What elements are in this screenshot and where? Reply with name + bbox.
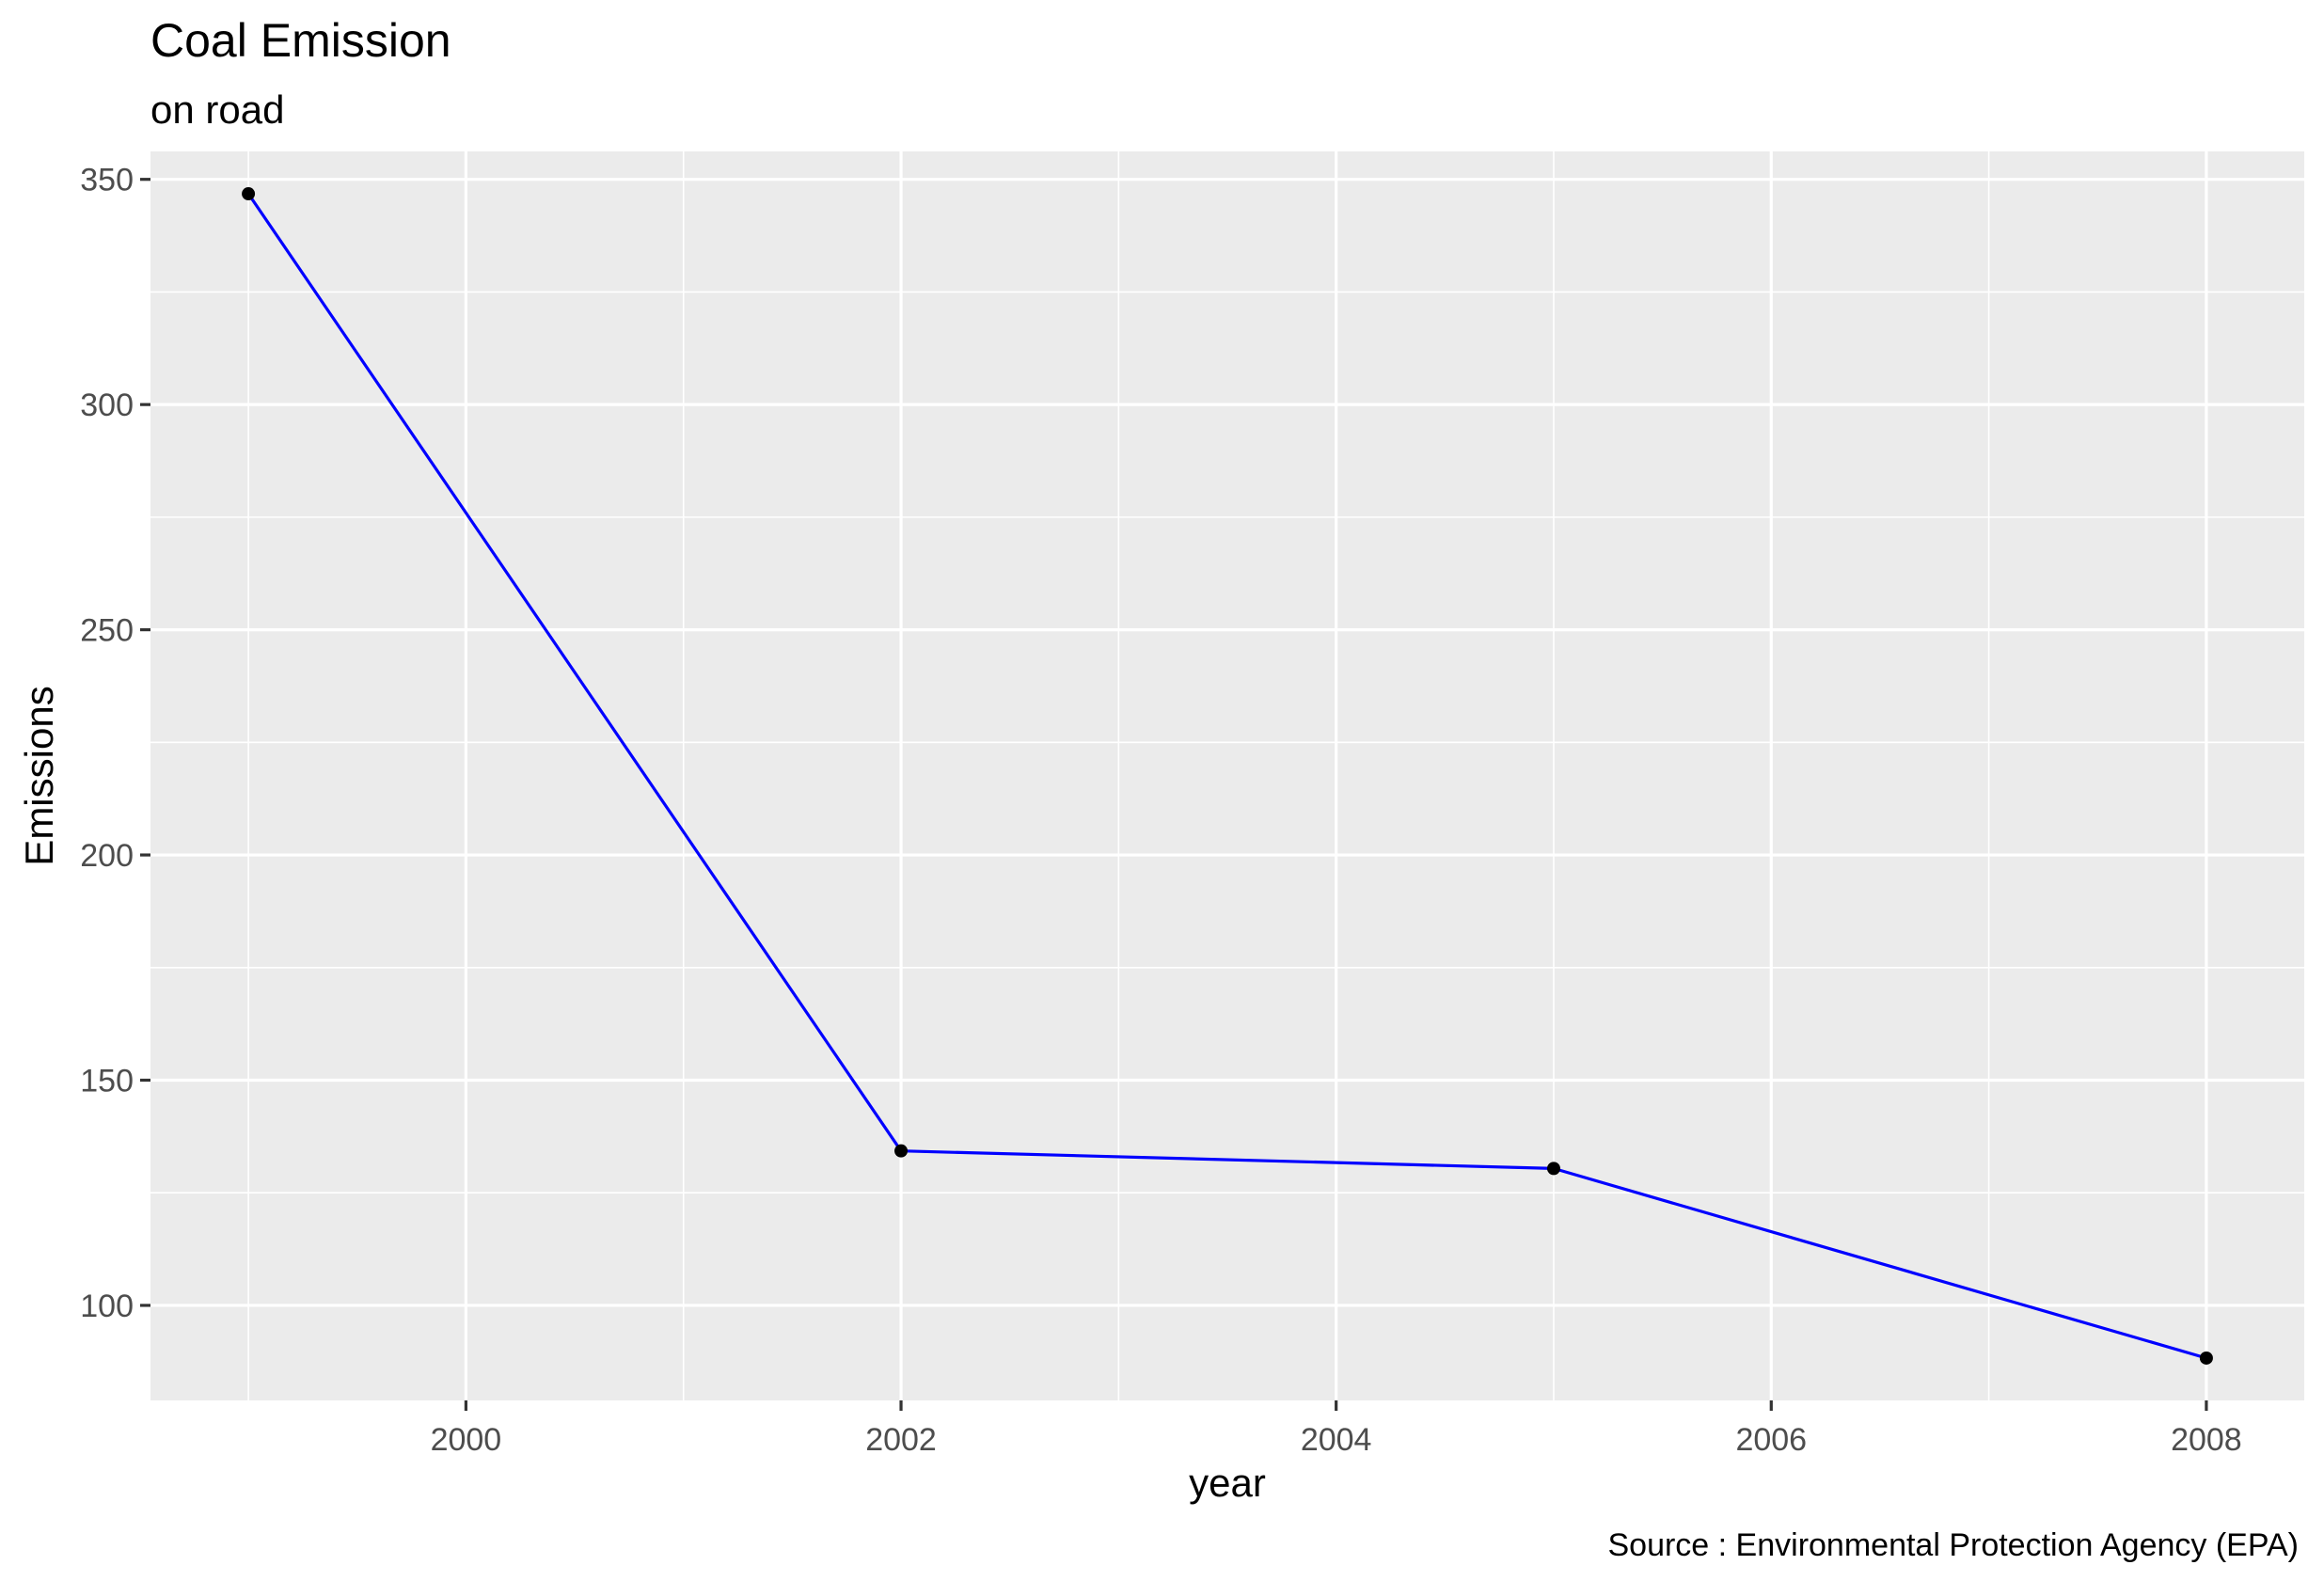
points-layer bbox=[242, 187, 2213, 1365]
plot-panel bbox=[150, 151, 2304, 1400]
chart-title: Coal Emission bbox=[150, 14, 451, 67]
y-tick-label: 300 bbox=[80, 387, 134, 423]
series-layer bbox=[246, 193, 2207, 1360]
y-axis-title: Emissions bbox=[17, 686, 61, 865]
x-tick-label: 2006 bbox=[1735, 1422, 1807, 1458]
data-point bbox=[2199, 1351, 2213, 1365]
grid-major bbox=[150, 151, 2304, 1400]
data-point bbox=[894, 1144, 909, 1158]
chart-subtitle: on road bbox=[150, 87, 284, 132]
x-tick-label: 2000 bbox=[431, 1422, 502, 1458]
x-tick-label: 2002 bbox=[865, 1422, 937, 1458]
data-point bbox=[1546, 1162, 1560, 1176]
x-axis: 2000 2002 2004 2006 2008 bbox=[431, 1400, 2242, 1458]
chart-caption: Source : Environmental Protection Agency… bbox=[1607, 1527, 2299, 1563]
x-tick-label: 2004 bbox=[1301, 1422, 1372, 1458]
x-axis-title: year bbox=[1189, 1461, 1266, 1505]
y-tick-label: 350 bbox=[80, 163, 134, 198]
y-tick-label: 250 bbox=[80, 613, 134, 649]
x-tick-label: 2008 bbox=[2171, 1422, 2242, 1458]
series-line bbox=[246, 193, 2207, 1360]
y-tick-label: 100 bbox=[80, 1289, 134, 1324]
grid-minor bbox=[150, 151, 2304, 1400]
data-point bbox=[242, 187, 256, 201]
y-tick-label: 200 bbox=[80, 838, 134, 874]
y-tick-label: 150 bbox=[80, 1063, 134, 1099]
y-axis: 100 150 200 250 300 350 bbox=[80, 163, 150, 1324]
